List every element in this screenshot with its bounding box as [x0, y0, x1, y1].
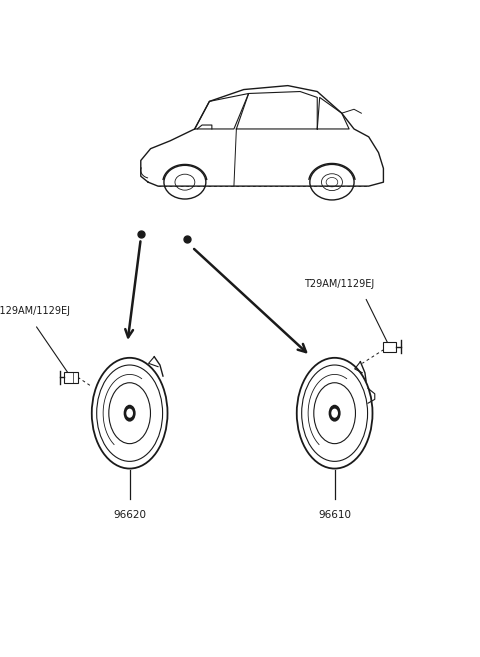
Circle shape: [329, 405, 340, 421]
Text: 96620: 96620: [113, 510, 146, 520]
FancyBboxPatch shape: [383, 342, 396, 351]
Circle shape: [332, 409, 337, 417]
Text: T29AM/1129EJ: T29AM/1129EJ: [304, 279, 374, 288]
Circle shape: [127, 409, 132, 417]
Circle shape: [124, 405, 135, 421]
Text: 96610: 96610: [318, 510, 351, 520]
Text: '129AM/1129EJ: '129AM/1129EJ: [0, 306, 70, 316]
FancyBboxPatch shape: [64, 372, 78, 383]
